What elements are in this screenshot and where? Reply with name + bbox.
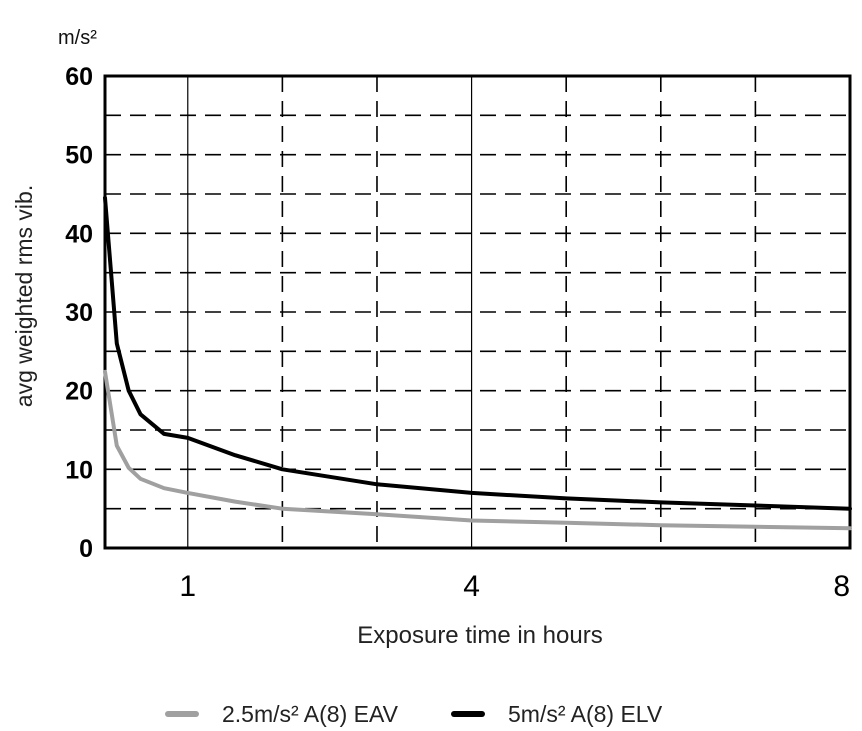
legend-label: 5m/s² A(8) ELV [508, 701, 663, 727]
y-tick-label: 30 [65, 299, 93, 327]
legend: 2.5m/s² A(8) EAV 5m/s² A(8) ELV [165, 701, 663, 727]
y-tick-label: 60 [65, 63, 93, 91]
x-tick-label: 4 [463, 570, 480, 603]
x-tick-label: 8 [833, 570, 850, 603]
y-unit-label: m/s² [58, 27, 97, 49]
y-tick-label: 50 [65, 142, 93, 170]
y-tick-labels: 0 10 20 30 40 50 60 [65, 63, 93, 563]
plot-frame [103, 74, 852, 550]
grid-lines [105, 76, 850, 548]
legend-label: 2.5m/s² A(8) EAV [222, 701, 399, 727]
y-tick-label: 10 [65, 456, 93, 484]
y-axis-title: avg weighted rms vib. [11, 185, 37, 407]
x-axis-title: Exposure time in hours [357, 622, 602, 649]
x-tick-label: 1 [179, 570, 196, 603]
series-line [103, 369, 852, 531]
x-tick-labels: 1 4 8 [179, 570, 850, 603]
y-tick-label: 40 [65, 220, 93, 248]
y-tick-label: 0 [79, 535, 93, 563]
series-line [103, 195, 852, 511]
series-lines [103, 195, 852, 531]
y-tick-label: 20 [65, 378, 93, 406]
